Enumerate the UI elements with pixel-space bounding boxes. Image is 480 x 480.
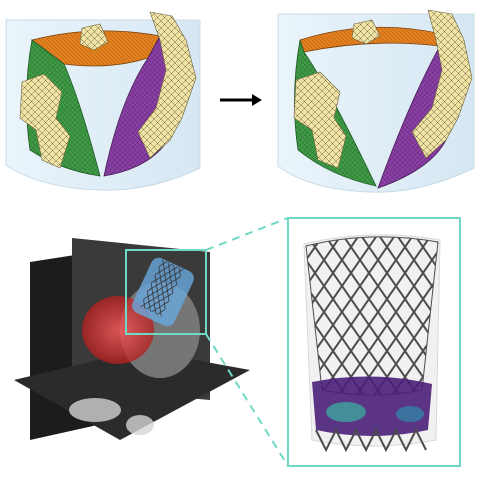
ct-slice-axial	[14, 350, 250, 440]
stent-frame	[305, 236, 439, 396]
skirt-highlight	[326, 402, 366, 422]
zoom-source-frame	[125, 249, 207, 335]
calcification-right	[137, 11, 197, 159]
calcification-left	[19, 73, 71, 169]
leaflets-closed-model	[5, 11, 201, 191]
calcification-small	[79, 23, 109, 51]
stent-lower-crowns	[315, 427, 427, 453]
calcification-left	[293, 71, 347, 169]
stent-zoom-render	[287, 217, 461, 467]
right-arrow-icon	[220, 94, 262, 106]
ct-slices-with-implant	[14, 238, 250, 440]
stent-miniature	[140, 259, 184, 317]
zoom-connectors	[205, 217, 289, 467]
calcification-right	[411, 9, 473, 159]
skirt-highlight	[396, 406, 424, 422]
leaflets-open-model	[277, 9, 475, 193]
calcification-small	[351, 19, 381, 45]
aortic-overlay-red	[82, 296, 154, 364]
